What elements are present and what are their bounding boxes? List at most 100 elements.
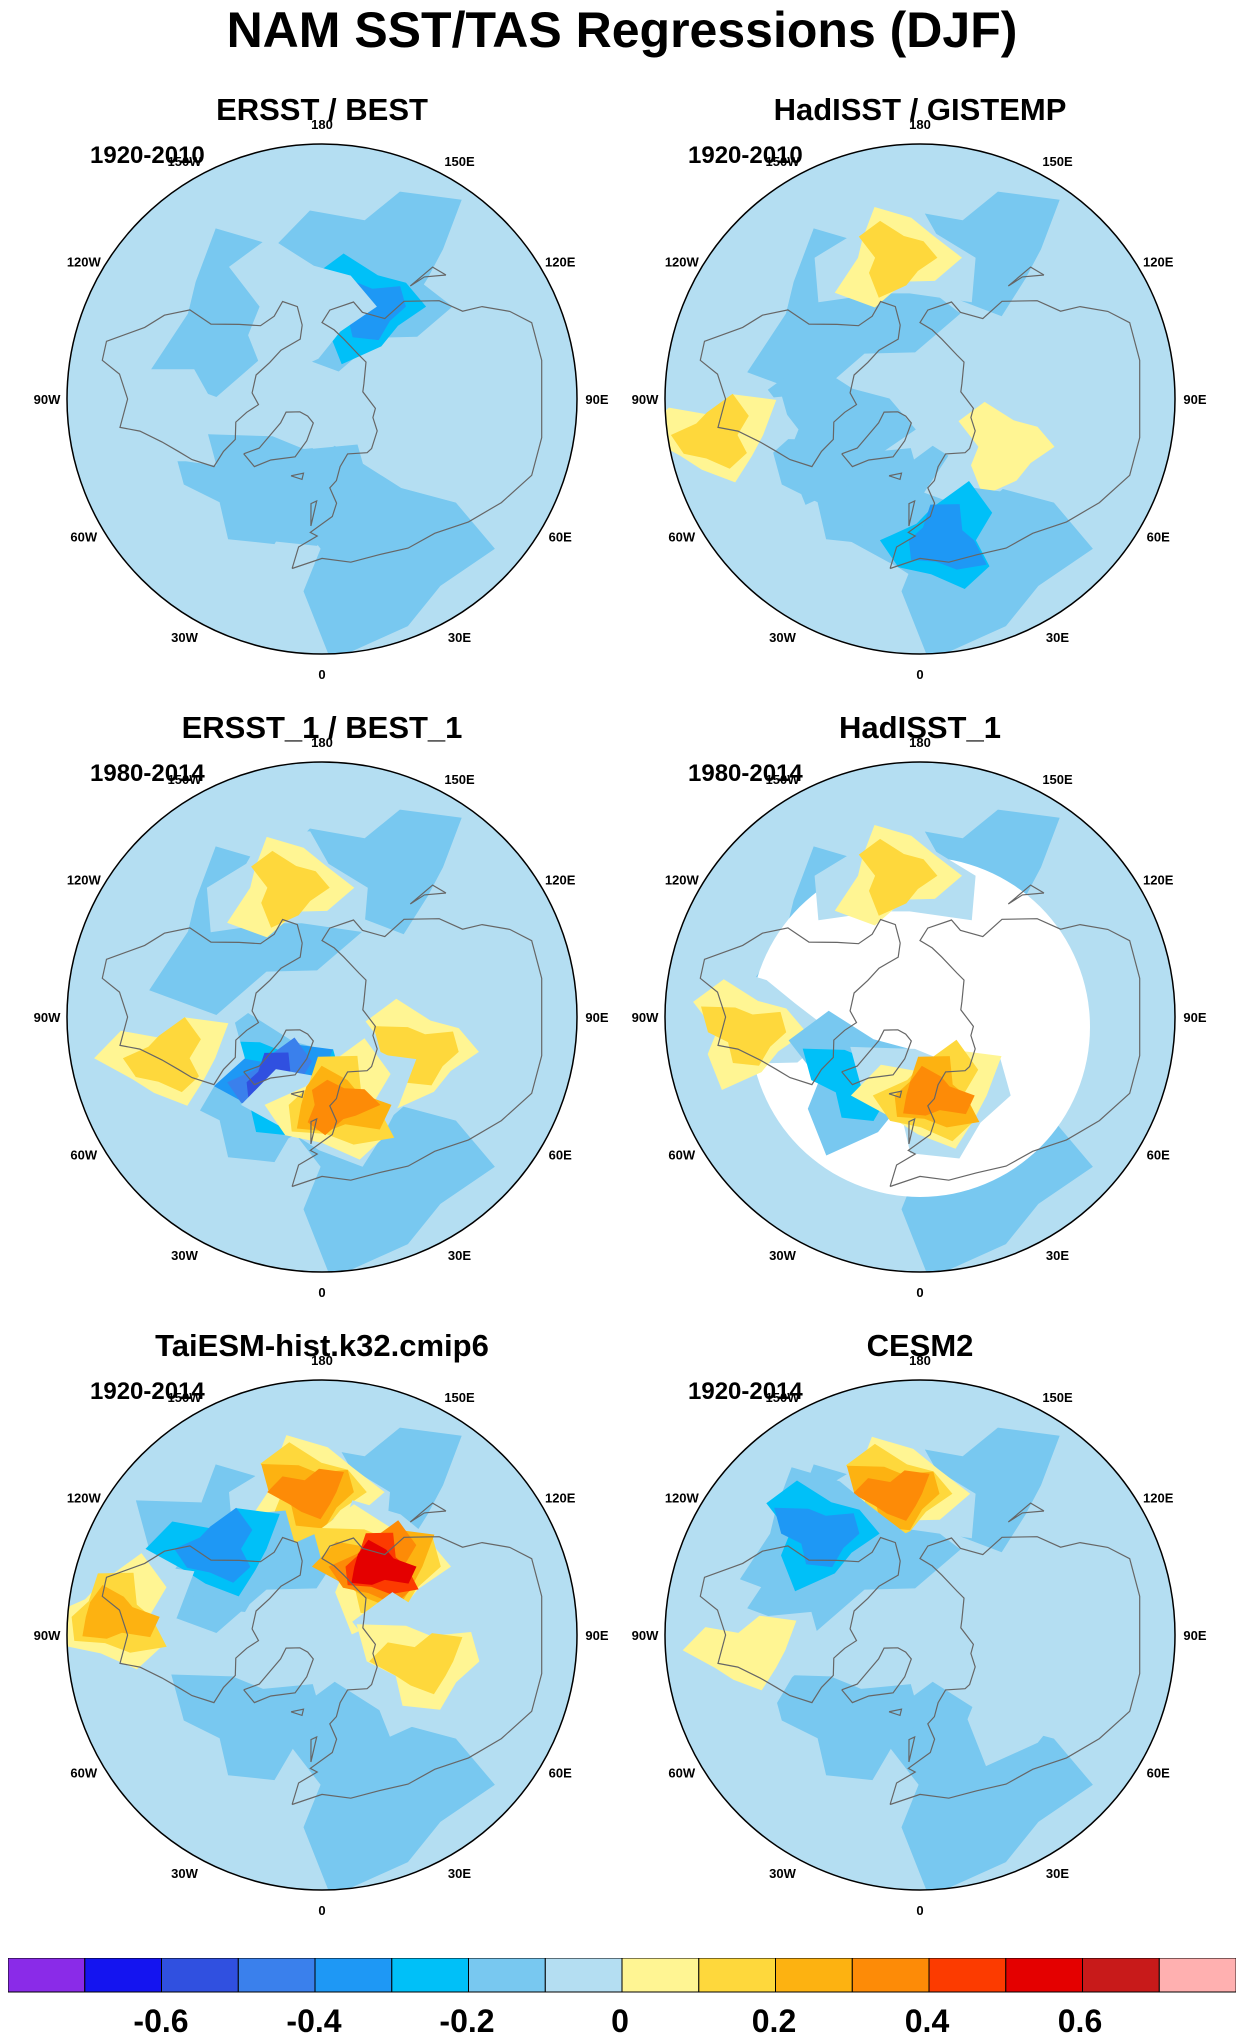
- coastline: [889, 300, 1141, 570]
- longitude-label: 90W: [34, 1010, 61, 1025]
- anomaly-contour: [958, 401, 1055, 496]
- colorbar-swatch: [621, 1958, 700, 1993]
- coastline: [290, 1090, 305, 1099]
- colorbar-swatch: [851, 1958, 930, 1993]
- panel-title: ERSST / BEST: [216, 92, 428, 127]
- colorbar-label: -0.6: [133, 2003, 189, 2039]
- longitude-label: 90E: [585, 1010, 608, 1025]
- polar-map: 0 30E 60E 90E 120E 150E 180 150W 120W 90W 60W 30W: [632, 735, 1207, 1300]
- map-field: [665, 762, 1175, 1272]
- coastline: [243, 1029, 314, 1086]
- anomaly-contour: [82, 1585, 160, 1639]
- coastline: [841, 1029, 912, 1086]
- longitude-label: 0: [916, 667, 923, 682]
- longitude-label: 120E: [545, 873, 576, 888]
- anomaly-contour: [307, 1079, 381, 1136]
- colorbar-swatch: [544, 1958, 623, 1993]
- longitude-label: 150E: [444, 154, 475, 169]
- colorbar-swatch: [1158, 1958, 1236, 1993]
- anomaly-contour: [267, 1468, 344, 1520]
- longitude-label: 150E: [1042, 154, 1073, 169]
- colorbar-label: 0: [611, 2003, 629, 2039]
- coastline: [409, 266, 447, 287]
- longitude-label: 180: [311, 735, 333, 750]
- anomaly-contour: [701, 1006, 787, 1066]
- polar-map: 0 30E 60E 90E 120E 150E 180 150W 120W 90W 60W 30W: [632, 117, 1207, 682]
- colorbar-swatch: [1082, 1958, 1160, 1993]
- coastline: [908, 1117, 916, 1145]
- longitude-label: 150W: [168, 1390, 203, 1405]
- panel-period: 1920-2014: [90, 1378, 205, 1405]
- longitude-label: 30E: [448, 1866, 471, 1881]
- colorbar-swatch: [775, 1958, 853, 1993]
- anomaly-contour: [208, 434, 369, 546]
- coastline: [409, 1502, 447, 1523]
- longitude-label: 120E: [1143, 873, 1174, 888]
- panel-period: 1980-2014: [90, 760, 205, 787]
- colorbar-label: 0.6: [1057, 2003, 1103, 2039]
- colorbar-swatch: [161, 1958, 239, 1993]
- anomaly-contour: [351, 1539, 417, 1585]
- colorbar: [8, 1958, 1236, 1993]
- longitude-label: 30W: [769, 630, 796, 645]
- longitude-label: 150E: [444, 772, 475, 787]
- map-panel-2: HadISST / GISTEMP 1920-2010 0 30E 60E 90E 12…: [620, 92, 1220, 712]
- longitude-label: 30E: [1046, 1248, 1069, 1263]
- coastline: [409, 884, 447, 905]
- coastline: [1007, 884, 1045, 905]
- coastline: [310, 1735, 318, 1763]
- map-panel-4: HadISST_1 1980-2014 0 30E 60E 90E 120E 150E 18…: [620, 710, 1220, 1330]
- longitude-label: 60E: [1147, 1148, 1170, 1163]
- longitude-label: 0: [318, 1285, 325, 1300]
- map-field: [67, 1380, 577, 1890]
- anomaly-contour: [767, 360, 916, 505]
- longitude-label: 30E: [448, 1248, 471, 1263]
- coastline: [888, 472, 903, 481]
- longitude-label: 120W: [665, 1491, 700, 1506]
- longitude-label: 90W: [34, 1628, 61, 1643]
- panel-title: TaiESM-hist.k32.cmip6: [155, 1328, 489, 1363]
- longitude-label: 90E: [1183, 1628, 1206, 1643]
- coastline: [290, 472, 305, 481]
- longitude-label: 180: [311, 117, 333, 132]
- anomaly-region: [149, 228, 363, 397]
- longitude-label: 90W: [632, 1628, 659, 1643]
- longitude-label: 30E: [1046, 1866, 1069, 1881]
- panel-period: 1920-2010: [90, 142, 205, 169]
- longitude-label: 150W: [766, 154, 801, 169]
- coastline: [888, 1708, 903, 1717]
- longitude-label: 60W: [70, 1148, 97, 1163]
- anomaly-contour: [122, 1017, 201, 1093]
- longitude-label: 120E: [545, 1491, 576, 1506]
- coastline: [841, 411, 912, 468]
- longitude-label: 60W: [70, 1766, 97, 1781]
- polar-map: 0 30E 60E 90E 120E 150E 180 150W 120W 90W 60W 30W: [632, 1353, 1207, 1918]
- colorbar-swatch: [237, 1958, 316, 1993]
- longitude-label: 180: [909, 735, 931, 750]
- anomaly-contour: [229, 237, 377, 382]
- coastline: [243, 1647, 314, 1704]
- colorbar-swatch: [84, 1958, 163, 1993]
- colorbar-swatch: [928, 1958, 1007, 1993]
- anomaly-contour: [369, 1633, 463, 1695]
- anomaly-contour: [908, 504, 987, 570]
- longitude-label: 150W: [168, 772, 203, 787]
- colorbar-swatch: [391, 1958, 470, 1993]
- colorbar-swatch: [1005, 1958, 1084, 1993]
- coastline: [101, 918, 303, 1086]
- longitude-label: 90E: [585, 1628, 608, 1643]
- longitude-label: 30W: [171, 1866, 198, 1881]
- anomaly-contour: [174, 1507, 253, 1583]
- figure-title: NAM SST/TAS Regressions (DJF): [226, 2, 1018, 58]
- coastline: [101, 300, 303, 468]
- coastline: [291, 1536, 543, 1806]
- colorbar-swatch: [314, 1958, 393, 1993]
- map-panel-5: TaiESM-hist.k32.cmip6 1920-2014 0 30E 60E 9…: [22, 1328, 622, 1948]
- coastline: [291, 918, 543, 1188]
- colorbar-swatch: [8, 1958, 86, 1993]
- longitude-label: 120E: [1143, 1491, 1174, 1506]
- coastline: [1007, 1502, 1045, 1523]
- longitude-label: 60W: [668, 530, 695, 545]
- coastline: [888, 1090, 903, 1099]
- anomaly-region: [747, 228, 961, 397]
